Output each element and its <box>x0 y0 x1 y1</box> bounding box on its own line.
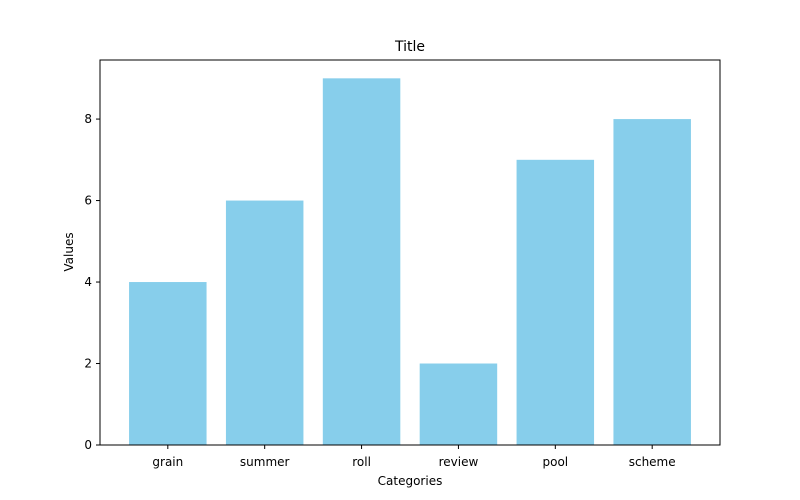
y-axis-ticks: 0 2 4 6 8 <box>84 112 100 452</box>
x-tick-label-scheme: scheme <box>629 455 676 469</box>
bar-summer <box>225 200 304 445</box>
x-tick-label-summer: summer <box>240 455 290 469</box>
x-tick-label-roll: roll <box>352 455 371 469</box>
bar-roll <box>322 78 401 445</box>
bar-pool <box>516 159 595 445</box>
y-tick-label-2: 2 <box>84 357 92 371</box>
x-tick-label-pool: pool <box>542 455 568 469</box>
bars-group <box>129 78 691 446</box>
x-tick-label-grain: grain <box>152 455 183 469</box>
y-tick-label-6: 6 <box>84 194 92 208</box>
bar-scheme <box>613 119 691 446</box>
y-tick-label-4: 4 <box>84 275 92 289</box>
x-axis-ticks: grain summer roll review pool scheme <box>152 445 676 469</box>
x-tick-label-review: review <box>439 455 479 469</box>
chart-title: Title <box>394 39 425 55</box>
y-tick-label-0: 0 <box>84 438 92 452</box>
y-tick-label-8: 8 <box>84 112 92 126</box>
y-axis-label: Values <box>62 232 76 271</box>
bar-grain <box>129 282 207 445</box>
x-axis-label: Categories <box>378 474 443 488</box>
plot-area-frame <box>99 59 721 446</box>
bar-review <box>419 363 498 445</box>
